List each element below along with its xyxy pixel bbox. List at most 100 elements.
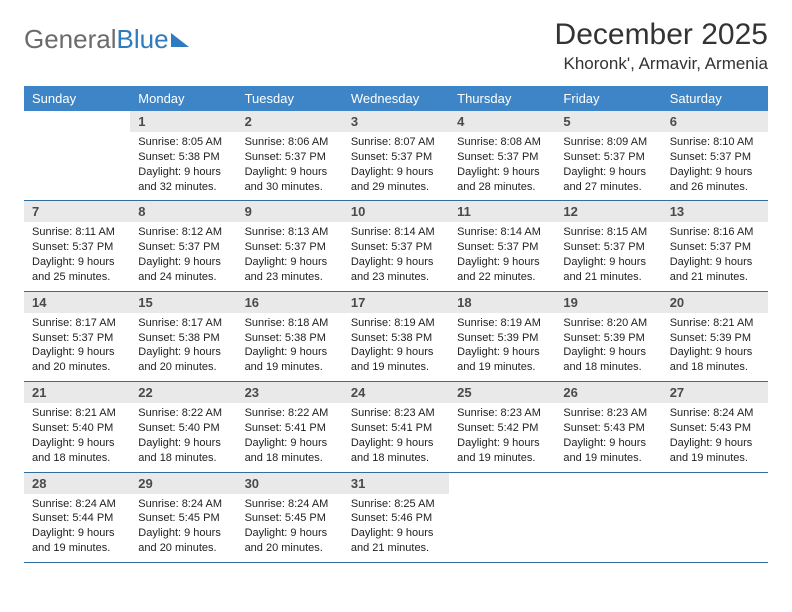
day-number: 15 <box>130 292 236 313</box>
day-cell: 1Sunrise: 8:05 AMSunset: 5:38 PMDaylight… <box>130 111 236 200</box>
sunset-text: Sunset: 5:41 PM <box>351 421 441 436</box>
day-body: Sunrise: 8:23 AMSunset: 5:42 PMDaylight:… <box>449 403 555 471</box>
daylight-line1: Daylight: 9 hours <box>32 526 122 541</box>
sunrise-text: Sunrise: 8:17 AM <box>138 316 228 331</box>
daylight-line2: and 19 minutes. <box>245 360 335 375</box>
logo-text-gray: General <box>24 24 117 54</box>
daylight-line2: and 21 minutes. <box>563 270 653 285</box>
daylight-line2: and 20 minutes. <box>32 360 122 375</box>
day-number: 4 <box>449 111 555 132</box>
day-body: Sunrise: 8:06 AMSunset: 5:37 PMDaylight:… <box>237 132 343 200</box>
day-body: Sunrise: 8:11 AMSunset: 5:37 PMDaylight:… <box>24 222 130 290</box>
sunset-text: Sunset: 5:37 PM <box>563 150 653 165</box>
daylight-line1: Daylight: 9 hours <box>670 165 760 180</box>
calendar: Sunday Monday Tuesday Wednesday Thursday… <box>24 86 768 563</box>
logo-text: GeneralBlue <box>24 24 169 55</box>
sunset-text: Sunset: 5:38 PM <box>245 331 335 346</box>
daylight-line1: Daylight: 9 hours <box>138 255 228 270</box>
daylight-line2: and 18 minutes. <box>563 360 653 375</box>
daylight-line2: and 19 minutes. <box>351 360 441 375</box>
sunset-text: Sunset: 5:42 PM <box>457 421 547 436</box>
sunrise-text: Sunrise: 8:20 AM <box>563 316 653 331</box>
day-number: 9 <box>237 201 343 222</box>
sunset-text: Sunset: 5:37 PM <box>670 240 760 255</box>
day-cell: 3Sunrise: 8:07 AMSunset: 5:37 PMDaylight… <box>343 111 449 200</box>
sunrise-text: Sunrise: 8:17 AM <box>32 316 122 331</box>
day-number: 2 <box>237 111 343 132</box>
day-body: Sunrise: 8:07 AMSunset: 5:37 PMDaylight:… <box>343 132 449 200</box>
day-body: Sunrise: 8:21 AMSunset: 5:40 PMDaylight:… <box>24 403 130 471</box>
week-row: 21Sunrise: 8:21 AMSunset: 5:40 PMDayligh… <box>24 382 768 472</box>
day-body: Sunrise: 8:13 AMSunset: 5:37 PMDaylight:… <box>237 222 343 290</box>
sunset-text: Sunset: 5:40 PM <box>32 421 122 436</box>
day-cell: 31Sunrise: 8:25 AMSunset: 5:46 PMDayligh… <box>343 473 449 562</box>
daylight-line2: and 29 minutes. <box>351 180 441 195</box>
daylight-line1: Daylight: 9 hours <box>245 255 335 270</box>
day-body: Sunrise: 8:12 AMSunset: 5:37 PMDaylight:… <box>130 222 236 290</box>
sunrise-text: Sunrise: 8:12 AM <box>138 225 228 240</box>
day-cell: 25Sunrise: 8:23 AMSunset: 5:42 PMDayligh… <box>449 382 555 471</box>
day-body: Sunrise: 8:24 AMSunset: 5:44 PMDaylight:… <box>24 494 130 562</box>
sunset-text: Sunset: 5:46 PM <box>351 511 441 526</box>
day-cell: 6Sunrise: 8:10 AMSunset: 5:37 PMDaylight… <box>662 111 768 200</box>
day-body: Sunrise: 8:09 AMSunset: 5:37 PMDaylight:… <box>555 132 661 200</box>
daylight-line2: and 21 minutes. <box>351 541 441 556</box>
daylight-line1: Daylight: 9 hours <box>138 436 228 451</box>
daylight-line1: Daylight: 9 hours <box>670 255 760 270</box>
day-cell: 14Sunrise: 8:17 AMSunset: 5:37 PMDayligh… <box>24 292 130 381</box>
day-header: Thursday <box>449 86 555 111</box>
sunrise-text: Sunrise: 8:18 AM <box>245 316 335 331</box>
day-body: Sunrise: 8:14 AMSunset: 5:37 PMDaylight:… <box>449 222 555 290</box>
day-body: Sunrise: 8:14 AMSunset: 5:37 PMDaylight:… <box>343 222 449 290</box>
location: Khoronk', Armavir, Armenia <box>555 54 768 74</box>
day-cell: 22Sunrise: 8:22 AMSunset: 5:40 PMDayligh… <box>130 382 236 471</box>
sunrise-text: Sunrise: 8:23 AM <box>457 406 547 421</box>
sunrise-text: Sunrise: 8:07 AM <box>351 135 441 150</box>
daylight-line2: and 19 minutes. <box>457 360 547 375</box>
day-body: Sunrise: 8:15 AMSunset: 5:37 PMDaylight:… <box>555 222 661 290</box>
day-number: 30 <box>237 473 343 494</box>
day-body: Sunrise: 8:24 AMSunset: 5:45 PMDaylight:… <box>130 494 236 562</box>
week-row: 1Sunrise: 8:05 AMSunset: 5:38 PMDaylight… <box>24 111 768 201</box>
sunrise-text: Sunrise: 8:14 AM <box>457 225 547 240</box>
day-body: Sunrise: 8:10 AMSunset: 5:37 PMDaylight:… <box>662 132 768 200</box>
daylight-line2: and 27 minutes. <box>563 180 653 195</box>
day-body: Sunrise: 8:19 AMSunset: 5:39 PMDaylight:… <box>449 313 555 381</box>
sunset-text: Sunset: 5:38 PM <box>351 331 441 346</box>
sunset-text: Sunset: 5:40 PM <box>138 421 228 436</box>
day-header: Sunday <box>24 86 130 111</box>
day-number: 25 <box>449 382 555 403</box>
sunset-text: Sunset: 5:38 PM <box>138 150 228 165</box>
daylight-line2: and 18 minutes. <box>138 451 228 466</box>
daylight-line2: and 18 minutes. <box>670 360 760 375</box>
sunset-text: Sunset: 5:37 PM <box>351 240 441 255</box>
sunrise-text: Sunrise: 8:11 AM <box>32 225 122 240</box>
day-body: Sunrise: 8:05 AMSunset: 5:38 PMDaylight:… <box>130 132 236 200</box>
sunrise-text: Sunrise: 8:16 AM <box>670 225 760 240</box>
day-header-row: Sunday Monday Tuesday Wednesday Thursday… <box>24 86 768 111</box>
sunset-text: Sunset: 5:37 PM <box>670 150 760 165</box>
day-number: 13 <box>662 201 768 222</box>
sunrise-text: Sunrise: 8:19 AM <box>351 316 441 331</box>
day-number: 24 <box>343 382 449 403</box>
sunset-text: Sunset: 5:45 PM <box>245 511 335 526</box>
sunrise-text: Sunrise: 8:06 AM <box>245 135 335 150</box>
day-cell: 23Sunrise: 8:22 AMSunset: 5:41 PMDayligh… <box>237 382 343 471</box>
daylight-line2: and 18 minutes. <box>245 451 335 466</box>
sunrise-text: Sunrise: 8:15 AM <box>563 225 653 240</box>
daylight-line2: and 30 minutes. <box>245 180 335 195</box>
sunset-text: Sunset: 5:37 PM <box>563 240 653 255</box>
sunset-text: Sunset: 5:43 PM <box>670 421 760 436</box>
day-number: 7 <box>24 201 130 222</box>
day-cell: 29Sunrise: 8:24 AMSunset: 5:45 PMDayligh… <box>130 473 236 562</box>
sunset-text: Sunset: 5:37 PM <box>351 150 441 165</box>
day-body: Sunrise: 8:16 AMSunset: 5:37 PMDaylight:… <box>662 222 768 290</box>
logo: GeneralBlue <box>24 24 189 55</box>
day-number: 14 <box>24 292 130 313</box>
month-title: December 2025 <box>555 18 768 52</box>
day-cell: 19Sunrise: 8:20 AMSunset: 5:39 PMDayligh… <box>555 292 661 381</box>
daylight-line2: and 24 minutes. <box>138 270 228 285</box>
daylight-line1: Daylight: 9 hours <box>563 345 653 360</box>
sunset-text: Sunset: 5:39 PM <box>670 331 760 346</box>
day-number: 22 <box>130 382 236 403</box>
